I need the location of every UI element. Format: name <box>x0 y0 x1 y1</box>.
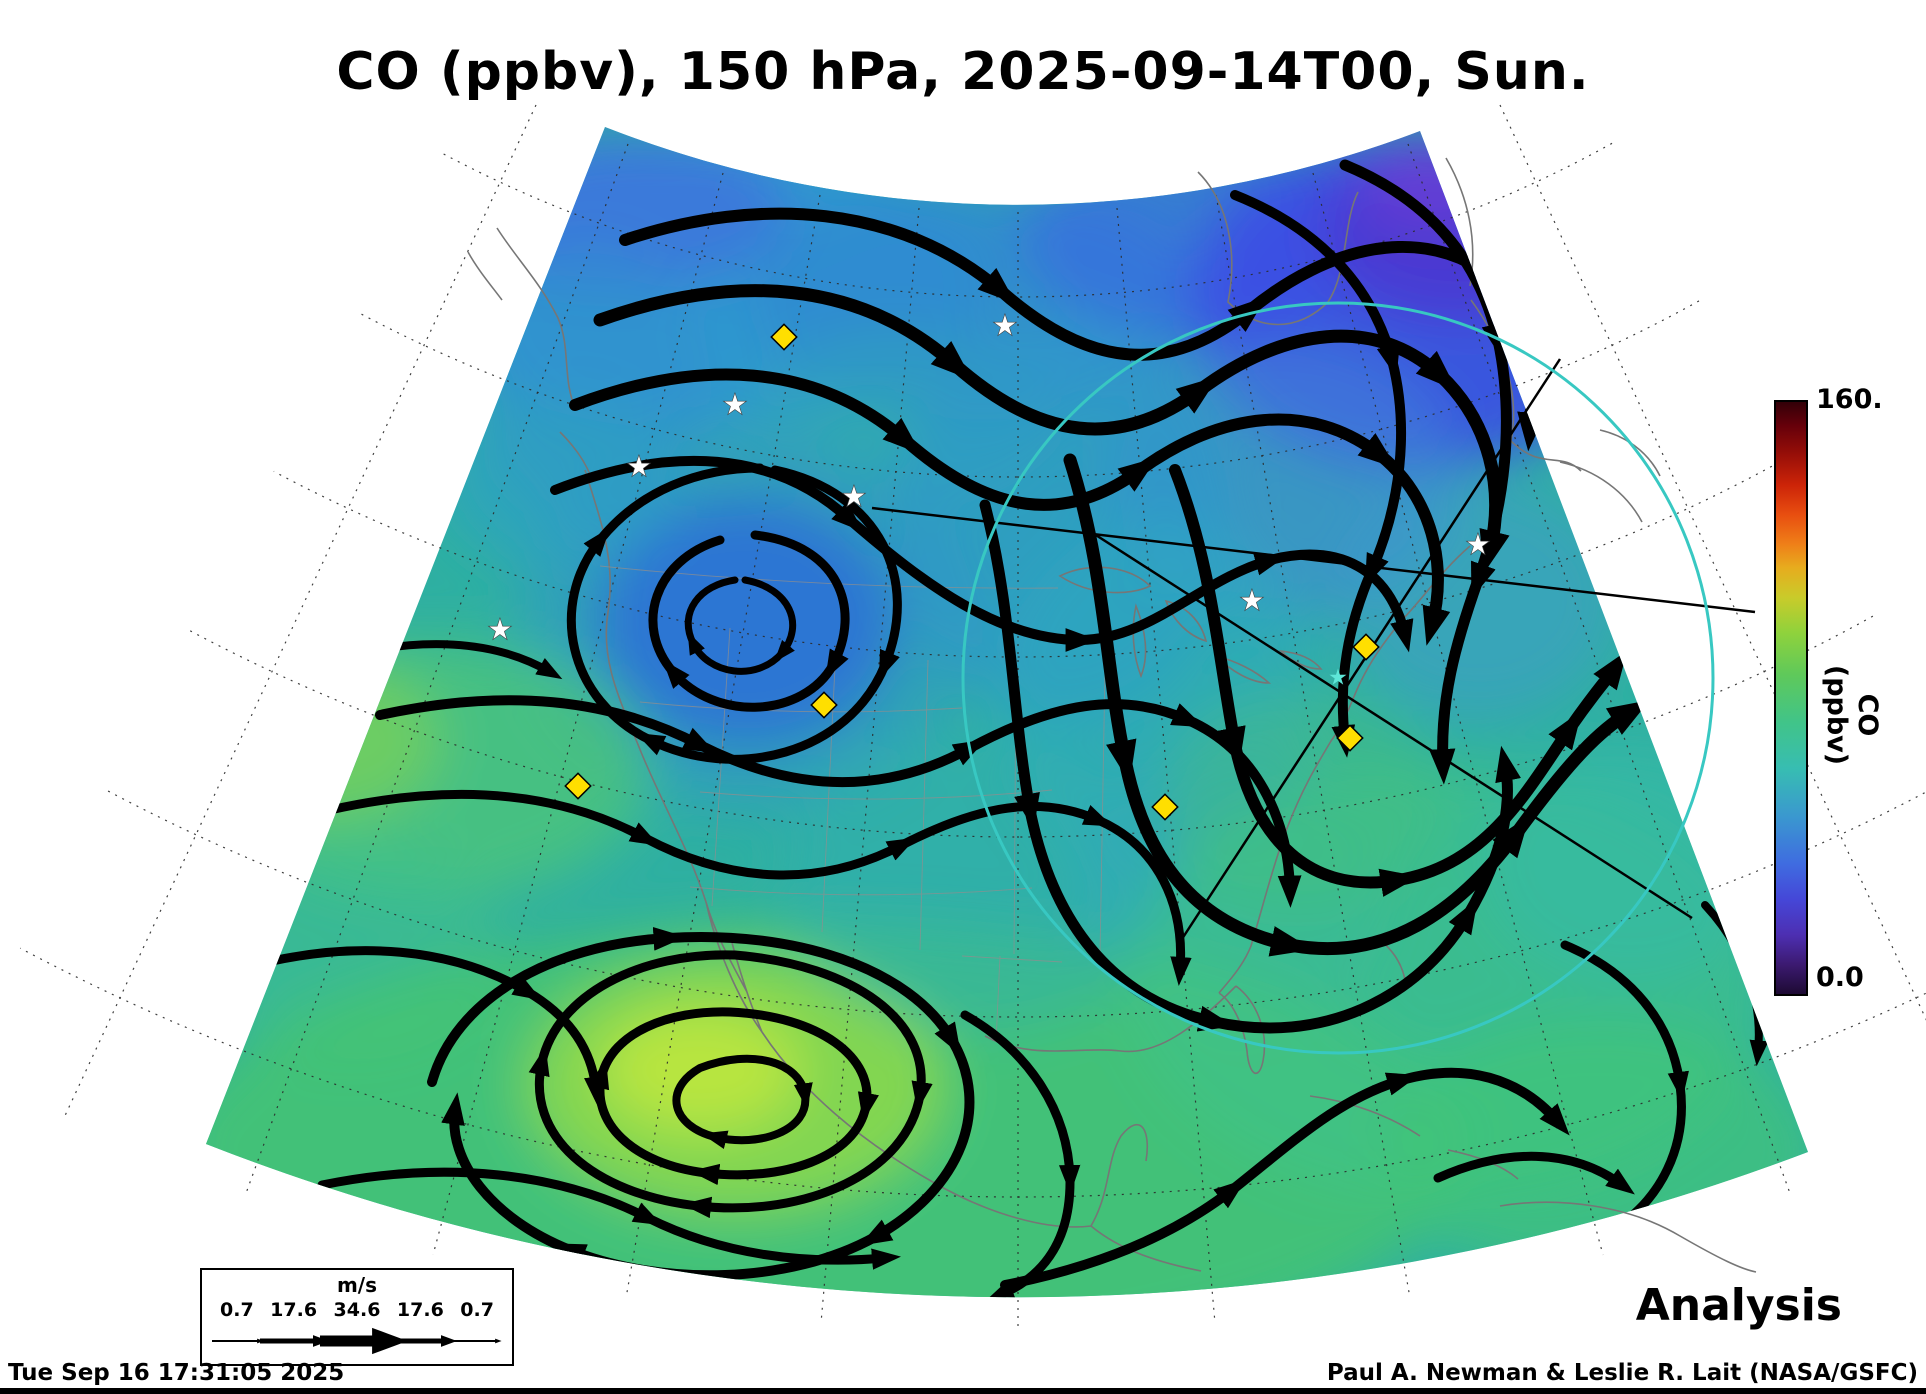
colorbar-axis-label: CO (ppbv) <box>1821 664 1883 766</box>
wind-legend-value: 0.7 <box>460 1299 494 1321</box>
wind-legend-value: 0.7 <box>220 1299 254 1321</box>
site-diamond-marker <box>1352 633 1380 661</box>
wind-speed-legend: m/s 0.7 17.6 34.6 17.6 0.7 <box>200 1268 514 1366</box>
site-diamond-marker <box>770 323 798 351</box>
city-star-marker: ★ <box>487 613 514 648</box>
figure-title: CO (ppbv), 150 hPa, 2025-09-14T00, Sun. <box>336 42 1590 102</box>
wind-legend-value: 17.6 <box>396 1299 444 1321</box>
cross-section-line <box>1087 528 1693 920</box>
site-diamond-marker <box>1336 724 1364 752</box>
credit-line: Paul A. Newman & Leslie R. Lait (NASA/GS… <box>1326 1360 1918 1386</box>
wind-legend-value: 17.6 <box>270 1299 318 1321</box>
generation-timestamp: Tue Sep 16 17:31:05 2025 <box>8 1360 345 1386</box>
colorbar-max-label: 160. <box>1816 384 1883 415</box>
city-star-marker: ★ <box>1465 528 1492 563</box>
wind-legend-values: 0.7 17.6 34.6 17.6 0.7 <box>202 1299 512 1321</box>
city-star-marker: ★ <box>841 480 868 515</box>
site-and-track-markers: ★ ★ ★ ★ ★ ★ ★ ★ <box>486 301 1756 1055</box>
site-diamond-marker <box>810 691 838 719</box>
bottom-bar <box>0 1388 1926 1394</box>
colorbar <box>1774 400 1808 996</box>
wind-legend-value: 34.6 <box>333 1299 381 1321</box>
colorbar-min-label: 0.0 <box>1816 962 1864 993</box>
center-star-marker: ★ <box>1328 666 1348 691</box>
city-star-marker: ★ <box>1239 584 1266 619</box>
cross-section-line <box>871 506 1756 614</box>
site-diamond-marker <box>564 772 592 800</box>
site-diamond-marker <box>1151 793 1179 821</box>
range-circle <box>961 301 1715 1055</box>
wind-legend-units: m/s <box>336 1273 378 1297</box>
wind-legend-arrow-scale <box>212 1327 502 1355</box>
city-star-marker: ★ <box>992 309 1019 344</box>
city-star-marker: ★ <box>626 450 653 485</box>
city-star-marker: ★ <box>722 388 749 423</box>
product-label: Analysis <box>1635 1280 1842 1331</box>
